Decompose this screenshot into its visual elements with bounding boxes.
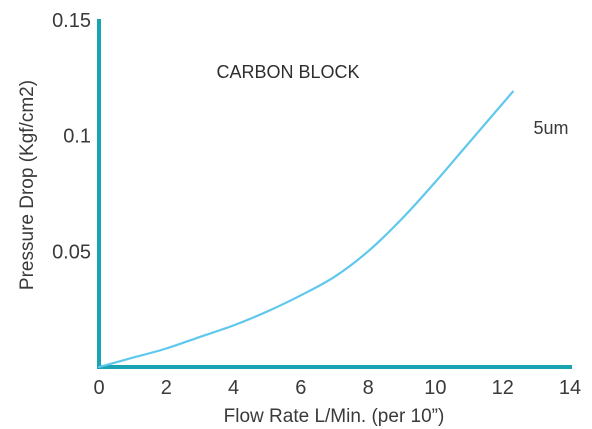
series: 5um	[97, 90, 569, 369]
x-tick-label: 10	[424, 377, 446, 399]
y-tick-label: 0.15	[52, 10, 91, 32]
x-tick-label: 6	[295, 377, 306, 399]
x-tick-label: 12	[492, 377, 514, 399]
y-axis-title: Pressure Drop (Kgf/cm2)	[17, 80, 38, 290]
x-tick-label: 8	[363, 377, 374, 399]
x-tick-label: 2	[161, 377, 172, 399]
x-tick-label: 0	[93, 377, 104, 399]
tick-labels: 0 2 4 6 8 10 12 14 0.05 0.1 0.15	[52, 10, 581, 399]
axes	[97, 19, 572, 369]
y-tick-label: 0.1	[63, 126, 91, 148]
series-line	[97, 90, 514, 369]
chart-title: CARBON BLOCK	[216, 62, 359, 82]
y-tick-label: 0.05	[52, 241, 91, 263]
x-tick-label: 4	[228, 377, 239, 399]
x-axis-title: Flow Rate L/Min. (per 10”)	[224, 406, 445, 427]
series-label: 5um	[533, 118, 568, 138]
x-tick-label: 14	[559, 377, 581, 399]
